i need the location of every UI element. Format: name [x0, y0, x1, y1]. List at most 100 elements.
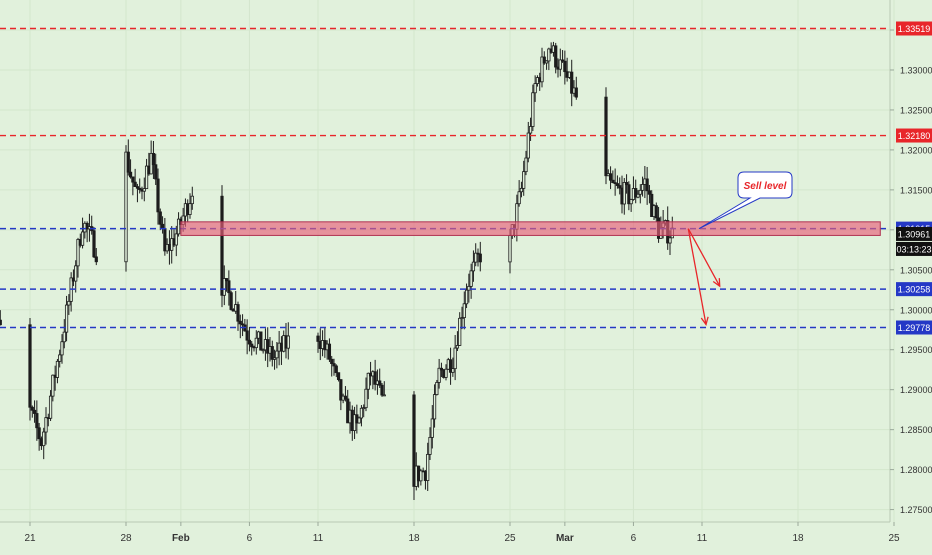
candle: [156, 168, 160, 225]
candle-body: [458, 317, 462, 346]
candle: [448, 347, 453, 385]
candle: [60, 334, 64, 364]
candle-body: [451, 368, 455, 373]
candle-body: [373, 371, 377, 385]
candle: [428, 427, 432, 460]
candle: [547, 47, 551, 71]
candle-body: [574, 87, 578, 98]
callout-text: Sell level: [744, 181, 787, 192]
candle-body: [462, 303, 466, 319]
candle: [32, 400, 37, 423]
candle: [80, 217, 85, 249]
candle-body: [174, 233, 178, 246]
candle: [135, 183, 140, 203]
countdown-box: [896, 241, 932, 256]
candle: [364, 377, 368, 412]
candle-body: [444, 368, 448, 378]
time-tick-label: 6: [631, 533, 637, 544]
candle: [439, 362, 444, 378]
candle: [286, 322, 290, 360]
candle: [250, 341, 254, 356]
candle-body: [558, 59, 562, 70]
time-tick-label: 28: [120, 533, 132, 544]
candle: [238, 314, 242, 339]
candle: [270, 340, 274, 367]
candle-body: [160, 223, 165, 229]
candle-body: [138, 187, 142, 191]
candle: [622, 178, 626, 215]
candle: [563, 50, 567, 85]
candle: [174, 225, 178, 257]
candle-body: [471, 261, 476, 272]
callout-bubble: [698, 171, 793, 230]
candle-body: [542, 56, 546, 64]
candle-body: [254, 337, 258, 349]
candle: [522, 160, 526, 196]
candle: [382, 381, 386, 397]
candle-body: [275, 350, 279, 359]
candle-body: [428, 436, 432, 455]
candle: [558, 48, 562, 77]
candle-body: [357, 417, 361, 424]
candle-body: [615, 183, 620, 186]
candle: [64, 295, 69, 342]
candle: [275, 341, 279, 369]
candle: [188, 193, 192, 219]
candle: [640, 176, 645, 197]
candle-body: [250, 343, 254, 348]
candle-body: [28, 324, 32, 408]
candle-body: [259, 331, 263, 351]
candle-body: [540, 56, 544, 83]
candlestick-series: [0, 41, 674, 500]
candle-body: [245, 330, 249, 341]
current-price-box: [896, 226, 932, 241]
candle: [554, 42, 558, 74]
candle: [316, 332, 320, 353]
price-tick-label: 1.30000: [900, 305, 932, 315]
candle: [245, 319, 249, 355]
candle-body: [128, 171, 133, 178]
candle-body: [332, 363, 336, 367]
candle-body: [522, 171, 526, 189]
candle-body: [432, 394, 437, 420]
candle-body: [362, 407, 366, 410]
candle: [247, 326, 252, 352]
candle: [158, 208, 162, 231]
candle-body: [30, 406, 34, 411]
candle: [359, 405, 364, 427]
candle: [464, 283, 469, 309]
price-tick-label: 1.29000: [900, 385, 932, 395]
candle: [627, 181, 631, 211]
time-tick-label: 25: [888, 533, 900, 544]
candle-body: [544, 60, 549, 64]
candle-body: [156, 178, 160, 213]
candle: [236, 301, 240, 331]
price-tick-label: 1.30500: [900, 265, 932, 275]
arrow-head: [700, 316, 709, 326]
candle: [636, 190, 640, 199]
candle: [560, 50, 565, 63]
candle: [647, 184, 652, 204]
candle-body: [467, 285, 471, 291]
candle: [222, 265, 226, 306]
candle-body: [364, 388, 368, 409]
candle: [254, 330, 258, 355]
candle: [126, 139, 130, 176]
candle: [430, 405, 434, 449]
time-tick-label: 25: [504, 533, 516, 544]
candle: [570, 59, 574, 107]
candle: [453, 334, 457, 381]
countdown-label: 03:13:23: [896, 244, 931, 254]
candle-body: [554, 45, 558, 68]
candle-body: [316, 335, 320, 342]
candle-body: [327, 343, 332, 360]
candle-body: [151, 152, 156, 166]
candle: [190, 186, 194, 210]
candle: [227, 270, 231, 306]
price-tick-label: 1.28500: [900, 425, 932, 435]
candle: [460, 306, 464, 330]
price-tick-label: 1.27500: [900, 505, 932, 515]
candle-body: [339, 379, 343, 401]
candle: [176, 212, 181, 237]
